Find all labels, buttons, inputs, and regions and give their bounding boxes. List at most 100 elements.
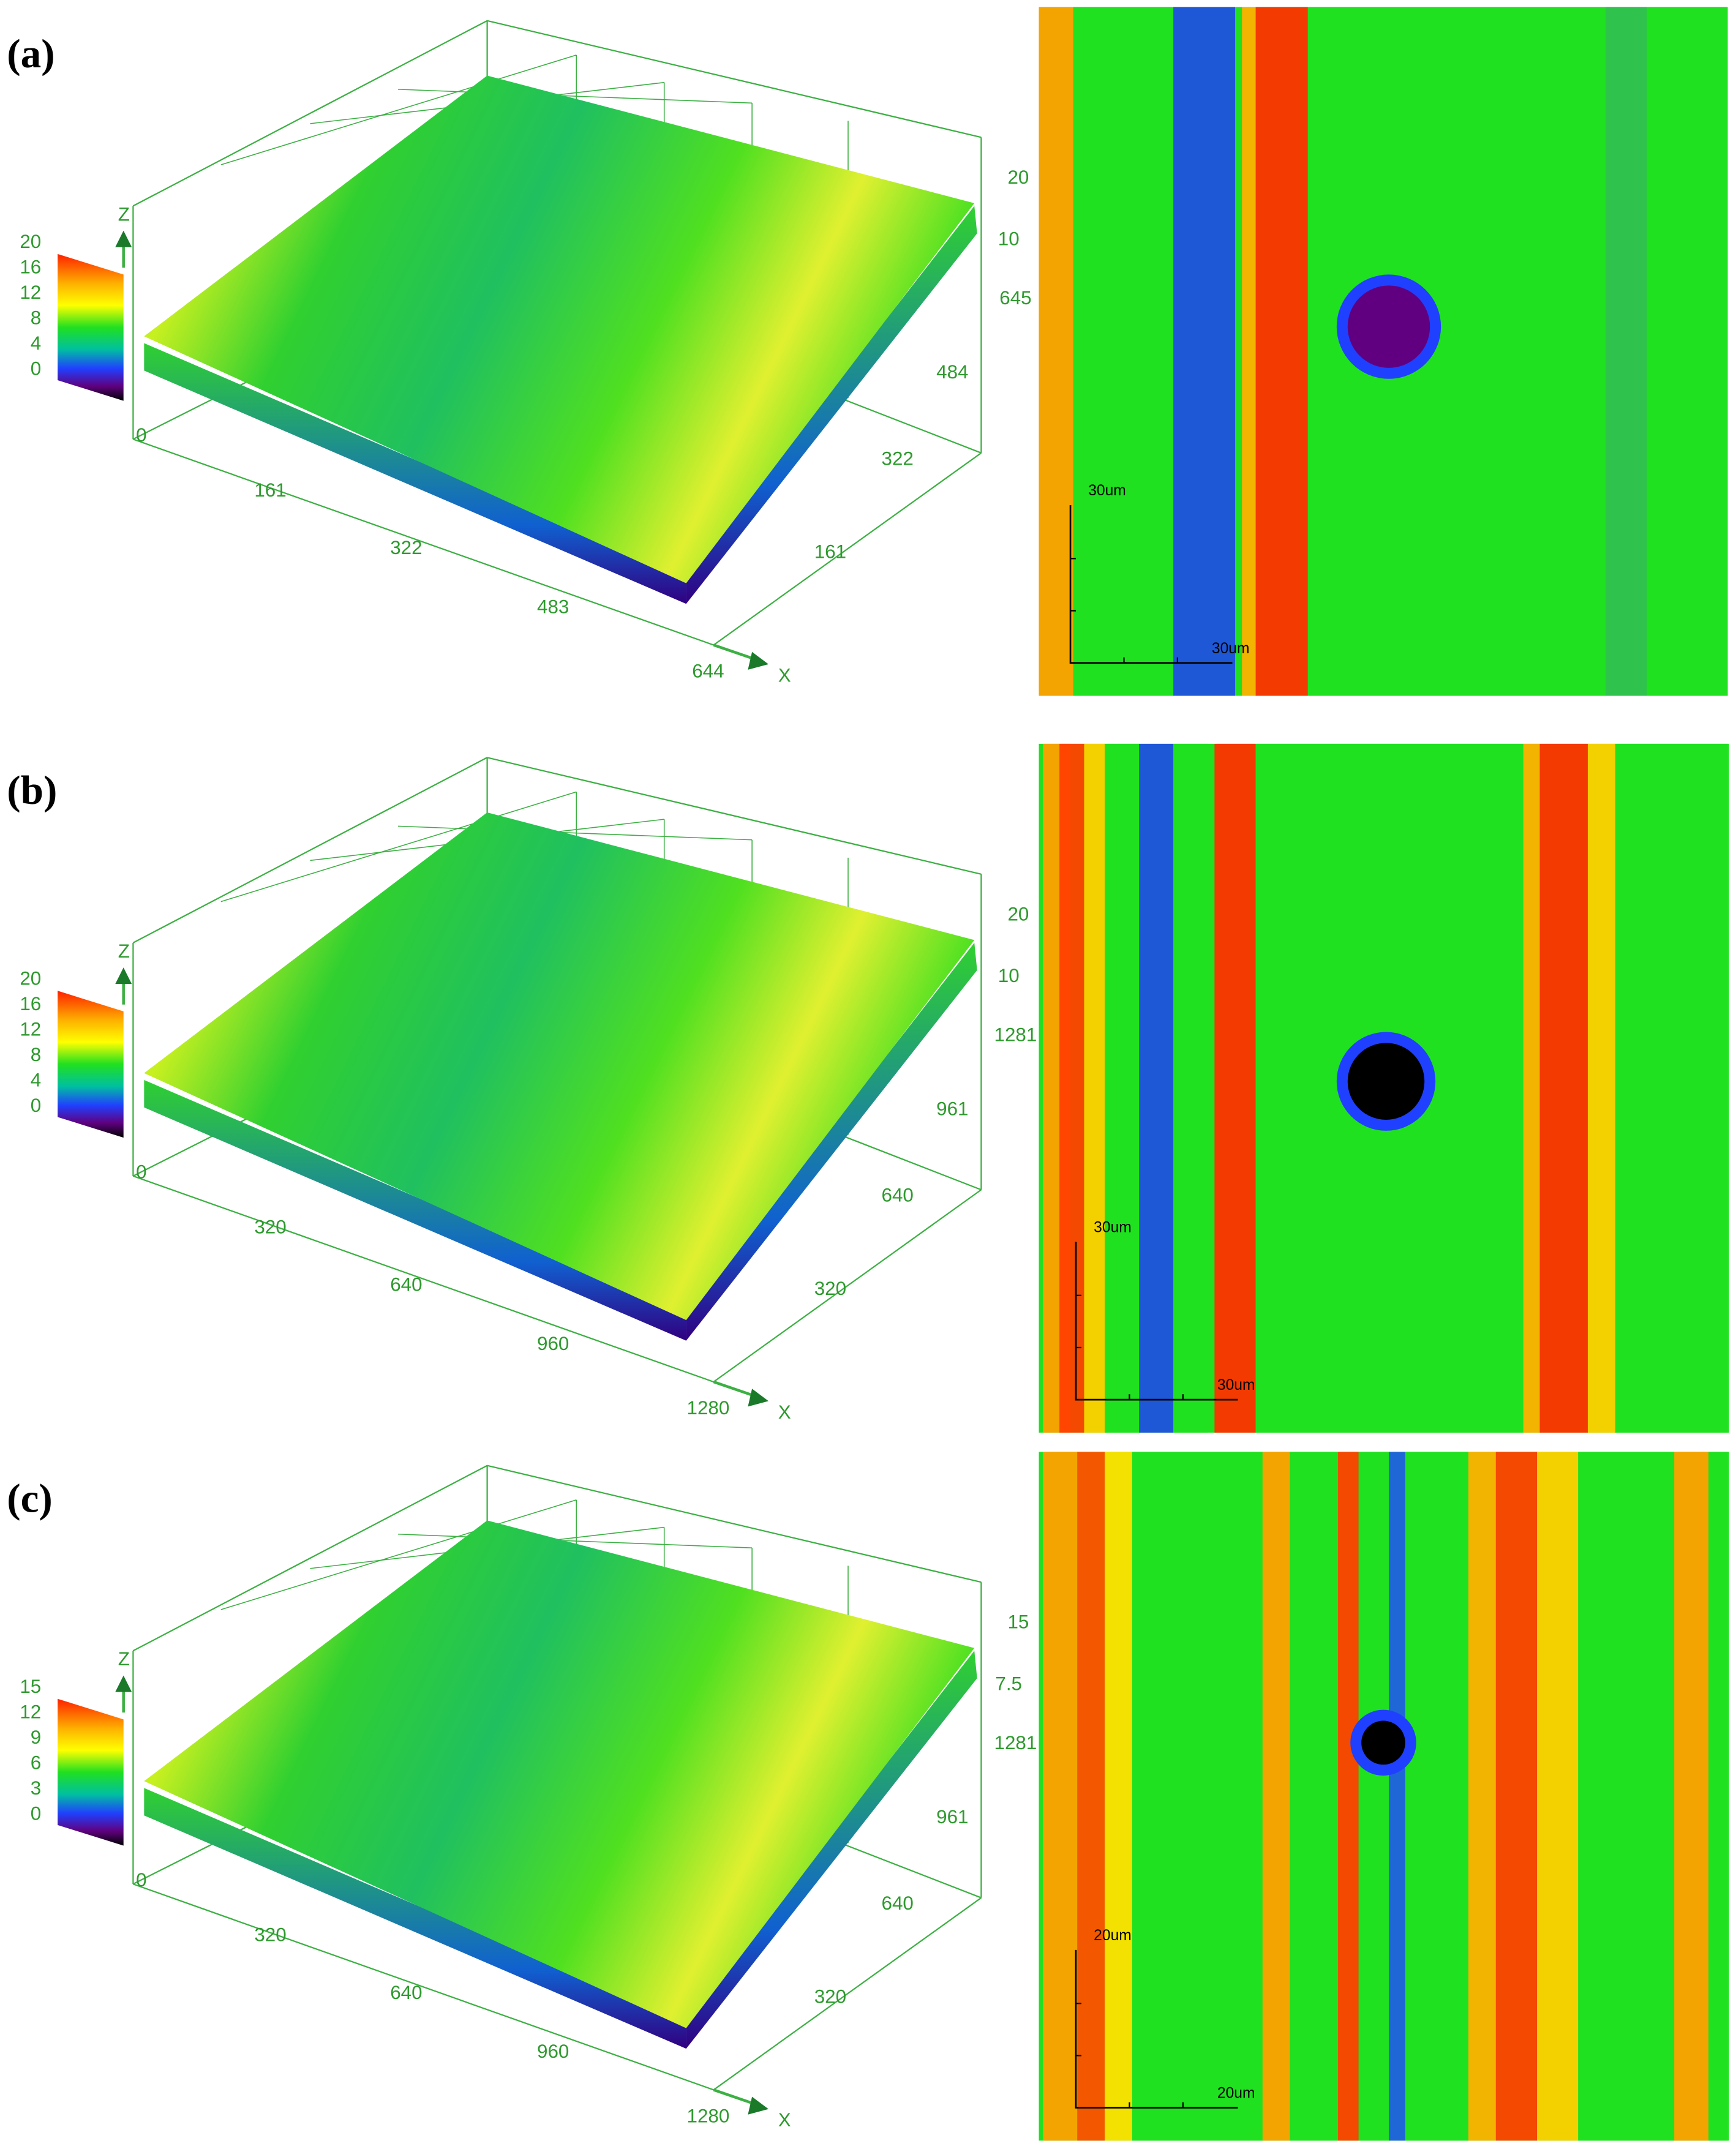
scale-bar-label: 30um bbox=[1212, 640, 1250, 657]
image-stripe bbox=[1039, 7, 1073, 696]
x-tick-label: 1280 bbox=[687, 2106, 730, 2127]
arrow-head bbox=[748, 1389, 769, 1407]
grid-line bbox=[397, 89, 753, 104]
x-tick-label: 483 bbox=[537, 596, 569, 617]
z-tick-label: 20 bbox=[1007, 903, 1029, 924]
box-edge bbox=[487, 1465, 982, 1583]
panel: (b) Z X 20 16 12 8 4 0 0 320 640 960 1280 1281 961 640 32… bbox=[7, 757, 1037, 1423]
image-stripe bbox=[1389, 1452, 1405, 2141]
pit bbox=[1361, 1720, 1405, 1765]
pit bbox=[1347, 1043, 1425, 1120]
z-axis-label: Z bbox=[118, 1648, 130, 1670]
colorbar-tick-label: 6 bbox=[31, 1752, 41, 1773]
x-tick-label: 644 bbox=[692, 661, 724, 682]
box-edge bbox=[713, 452, 982, 646]
z-axis-label: Z bbox=[118, 940, 130, 962]
box-edge bbox=[133, 438, 714, 646]
box-edge bbox=[713, 1189, 982, 1382]
x-axis-label: X bbox=[778, 664, 791, 686]
arrow-head bbox=[748, 651, 769, 670]
scale-bar-label: 30um bbox=[1088, 482, 1126, 499]
colorbar-tick-label: 16 bbox=[20, 993, 41, 1014]
panel: (c) Z X 15 12 9 6 3 0 0 320 640 960 1280 1281 961 640 320… bbox=[7, 1465, 1037, 2131]
colorbar-tick-label: 0 bbox=[31, 1802, 41, 1824]
image-stripe bbox=[1578, 1452, 1675, 2141]
panel-label: (b) bbox=[7, 767, 57, 813]
y-tick-label: 961 bbox=[936, 1806, 968, 1828]
z-tick-label: 10 bbox=[998, 965, 1020, 986]
x-axis-label: X bbox=[778, 2109, 791, 2131]
box-edge bbox=[132, 757, 488, 943]
image-stripe bbox=[1358, 1452, 1389, 2141]
surface-side bbox=[686, 942, 977, 1341]
colorbar-tick-label: 8 bbox=[31, 1044, 41, 1065]
y-tick-label: 640 bbox=[882, 1892, 914, 1914]
image-stripe bbox=[1338, 1452, 1359, 2141]
colorbar-tick-label: 3 bbox=[31, 1777, 41, 1799]
x-tick-label: 322 bbox=[390, 537, 422, 558]
grid-line bbox=[397, 1533, 753, 1548]
image-stripe bbox=[1043, 1452, 1078, 2141]
arrow-head bbox=[748, 2096, 769, 2115]
image-stripe bbox=[1262, 1452, 1290, 2141]
y-tick-label: 484 bbox=[936, 361, 968, 383]
colorbar-tick-label: 4 bbox=[31, 1069, 41, 1090]
image-stripe bbox=[1606, 7, 1647, 696]
colorbar bbox=[58, 1698, 124, 1846]
arrow-head bbox=[115, 1675, 132, 1692]
x-tick-label: 320 bbox=[254, 1924, 286, 1946]
colorbar-tick-label: 0 bbox=[31, 358, 41, 379]
image-stripe bbox=[1242, 7, 1256, 696]
box-edge bbox=[713, 1897, 982, 2091]
image-stripe bbox=[1405, 1452, 1468, 2141]
y-tick-label: 1281 bbox=[994, 1732, 1037, 1753]
box-edge bbox=[487, 757, 982, 875]
panel-label: (a) bbox=[7, 31, 54, 77]
z-tick-label: 7.5 bbox=[995, 1673, 1022, 1695]
z-axis-label: Z bbox=[118, 203, 130, 225]
y-tick-label: 161 bbox=[814, 541, 846, 563]
image-stripe bbox=[1290, 1452, 1339, 2141]
image-stripe bbox=[1077, 1452, 1105, 2141]
surface-side bbox=[686, 206, 977, 604]
arrow-head bbox=[115, 967, 132, 984]
x-tick-label: 960 bbox=[537, 1333, 569, 1354]
image-stripe bbox=[1059, 743, 1084, 1433]
scale-bar bbox=[1075, 1242, 1238, 1401]
colorbar-tick-label: 15 bbox=[20, 1676, 41, 1697]
colorbar-tick-label: 4 bbox=[31, 332, 41, 354]
image-stripe bbox=[1468, 1452, 1496, 2141]
box-edge bbox=[132, 1465, 488, 1652]
colorbar-tick-label: 12 bbox=[20, 1701, 41, 1723]
image-stripe bbox=[1537, 1452, 1579, 2141]
scale-bar bbox=[1075, 1949, 1238, 2109]
image-stripe bbox=[1105, 743, 1140, 1433]
arrow-head bbox=[115, 230, 132, 247]
y-tick-label: 322 bbox=[882, 448, 914, 469]
colorbar-tick-label: 16 bbox=[20, 257, 41, 278]
scale-bar-label: 30um bbox=[1094, 1220, 1132, 1236]
image-stripe bbox=[1084, 743, 1105, 1433]
grid-line bbox=[220, 54, 577, 165]
x-tick-label: 0 bbox=[136, 1161, 146, 1183]
box-edge bbox=[487, 20, 982, 138]
box-edge bbox=[133, 1175, 714, 1383]
colorbar bbox=[58, 253, 124, 401]
colorbar-tick-label: 8 bbox=[31, 307, 41, 329]
x-tick-label: 0 bbox=[136, 1869, 146, 1891]
y-tick-label: 645 bbox=[999, 287, 1031, 309]
z-tick-label: 20 bbox=[1007, 167, 1029, 188]
image-stripe bbox=[1255, 7, 1308, 696]
x-tick-label: 0 bbox=[136, 424, 146, 446]
colorbar-tick-label: 12 bbox=[20, 1019, 41, 1040]
panel: (a) Z X 20 16 12 8 4 0 0 161 322 483 644 645 484 322 161 2… bbox=[7, 20, 1032, 686]
box-edge bbox=[132, 20, 488, 207]
y-tick-label: 640 bbox=[882, 1185, 914, 1206]
y-tick-label: 320 bbox=[814, 1278, 846, 1299]
scale-bar bbox=[1069, 504, 1233, 664]
image-stripe bbox=[1615, 743, 1729, 1433]
image-stripe bbox=[1523, 743, 1540, 1433]
x-tick-label: 960 bbox=[537, 2041, 569, 2062]
